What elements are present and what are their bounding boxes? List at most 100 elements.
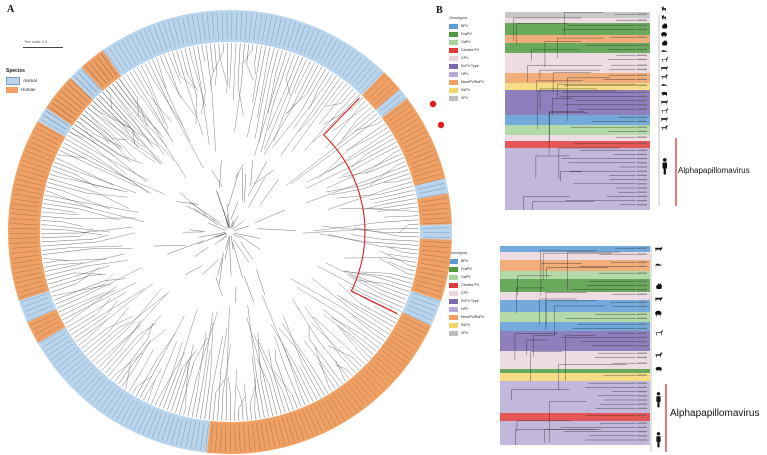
tip-label xyxy=(389,339,413,356)
tree-branch xyxy=(210,44,214,73)
genotype-legend-item: BPV xyxy=(449,22,484,30)
genotype-band xyxy=(500,271,650,279)
tip-label xyxy=(70,79,91,99)
genotype-legend-item: XPV xyxy=(449,329,484,337)
tree-branch xyxy=(157,59,167,89)
tree-branch xyxy=(136,108,161,134)
tree-branch xyxy=(353,227,401,237)
genotype-band xyxy=(500,252,650,260)
tree-branch xyxy=(136,376,152,388)
tree-branch xyxy=(226,78,229,94)
tip-label xyxy=(225,424,227,452)
tree-branch xyxy=(193,46,201,84)
tree-branch xyxy=(65,138,91,154)
tree-branch xyxy=(247,305,257,375)
tree-branch xyxy=(115,81,137,109)
tree-branch xyxy=(268,47,271,55)
tree-branch xyxy=(353,97,364,108)
tip-label xyxy=(394,332,418,347)
cat-icon xyxy=(662,40,668,46)
cow-icon xyxy=(661,66,668,71)
tree-branch xyxy=(351,234,384,240)
tree-branch xyxy=(381,130,390,137)
tree-branch xyxy=(114,338,149,382)
tip-label xyxy=(420,197,448,203)
tree-branch xyxy=(257,332,261,380)
animal-swatch xyxy=(6,76,20,85)
tip-label xyxy=(152,412,162,438)
tree-branch xyxy=(312,131,326,143)
tree-branch xyxy=(128,293,168,337)
tip-label xyxy=(244,12,248,40)
tree-branch xyxy=(338,171,372,178)
tree-branch xyxy=(152,59,170,99)
tree-branch xyxy=(84,110,110,132)
tree-branch xyxy=(240,241,253,260)
tree-branch xyxy=(42,248,96,255)
tip-label xyxy=(14,272,42,279)
tip-label xyxy=(262,15,267,42)
tip-label xyxy=(111,394,127,418)
tip-label xyxy=(338,50,355,73)
genotype-band xyxy=(505,53,650,63)
human-ring-segment xyxy=(7,121,66,301)
tip-label xyxy=(344,387,362,409)
genotype-band xyxy=(500,331,650,351)
genotype-legend-item: FcaPV xyxy=(449,265,484,273)
tip-label xyxy=(352,62,371,84)
tip-label xyxy=(393,114,417,130)
horse-icon xyxy=(661,57,669,62)
tree-branch xyxy=(285,78,291,96)
tree-branch xyxy=(159,382,170,408)
tip-label xyxy=(121,40,136,64)
tree-branch xyxy=(113,115,163,163)
tip-label xyxy=(46,110,69,126)
tree-branch xyxy=(187,377,197,417)
tree-branch xyxy=(43,211,79,216)
tree-branch xyxy=(79,208,120,221)
tree-branch xyxy=(246,316,264,375)
tree-branch xyxy=(356,106,372,121)
tree-branch xyxy=(61,229,103,236)
tree-branch xyxy=(340,355,356,374)
tip-label xyxy=(59,354,81,372)
tree-branch xyxy=(214,43,217,72)
tree-branch xyxy=(406,273,415,276)
tree-branch xyxy=(250,160,253,187)
tree-branch xyxy=(281,322,312,367)
tree-branch xyxy=(43,199,80,206)
species-legend-item: Animal xyxy=(6,76,37,85)
genotype-band xyxy=(505,23,650,35)
cow-icon xyxy=(655,296,663,302)
genotype-legend-item: CPV xyxy=(449,54,484,62)
tip-label xyxy=(63,357,84,376)
tree-branch xyxy=(81,114,94,124)
genotype-legend-item: FcaPV xyxy=(449,30,484,38)
tree-branch xyxy=(352,110,375,129)
tip-label xyxy=(49,106,72,123)
tree-branch xyxy=(70,217,136,219)
tip-label xyxy=(342,53,359,76)
tree-branch xyxy=(172,51,181,77)
genotype-band xyxy=(500,381,650,413)
tip-label xyxy=(135,33,148,58)
tree-branch xyxy=(44,264,59,268)
tree-branch xyxy=(108,140,121,150)
tip-label xyxy=(205,423,209,451)
tree-branch xyxy=(311,277,356,313)
tree-branch xyxy=(360,100,367,107)
tree-branch xyxy=(298,116,313,132)
tree-branch xyxy=(257,228,296,231)
tree-branch xyxy=(68,314,97,332)
tree-branch xyxy=(313,392,318,400)
tree-branch xyxy=(108,151,147,183)
tip-label xyxy=(367,366,388,387)
tree-branch xyxy=(191,56,207,108)
tree-branch xyxy=(284,365,302,408)
tip-label xyxy=(414,168,441,177)
tree-branch xyxy=(378,292,405,304)
tree-branch xyxy=(384,283,410,292)
tree-branch xyxy=(41,241,97,247)
tree-branch xyxy=(355,312,390,335)
tip-label xyxy=(43,114,67,130)
